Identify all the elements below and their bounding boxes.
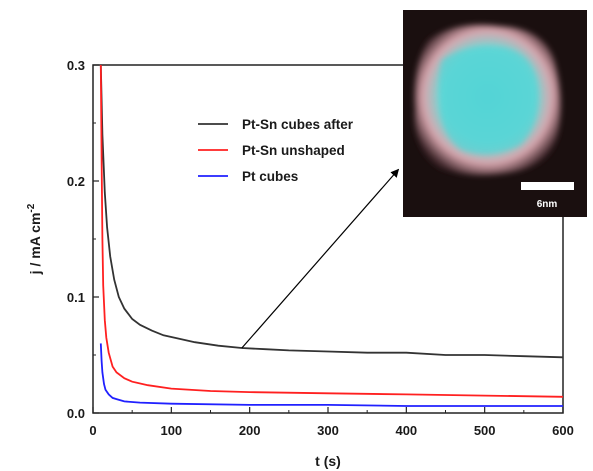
scale-bar-label: 6nm <box>537 199 558 210</box>
x-tick-label: 400 <box>395 423 417 438</box>
x-tick-label: 0 <box>89 423 96 438</box>
legend-label: Pt-Sn cubes after <box>242 117 354 132</box>
y-tick-label: 0.2 <box>67 174 85 189</box>
x-tick-label: 100 <box>160 423 182 438</box>
tick-labels: 0 100 200 300 400 500 600 0.0 0.1 0.2 0.3 <box>67 58 574 438</box>
axis-ticks <box>92 64 564 414</box>
y-tick-label: 0.0 <box>67 406 85 421</box>
legend-label: Pt-Sn unshaped <box>242 143 345 158</box>
x-tick-label: 200 <box>239 423 261 438</box>
y-tick-label: 0.3 <box>67 58 85 73</box>
legend: Pt-Sn cubes after Pt-Sn unshaped Pt cubes <box>198 117 354 184</box>
series-line-2 <box>99 65 563 398</box>
legend-label: Pt cubes <box>242 169 298 184</box>
scale-bar <box>521 182 574 190</box>
series-line-1 <box>99 65 563 359</box>
y-axis-title: j / mA cm-2 <box>26 203 43 275</box>
particle-core <box>439 46 539 154</box>
x-tick-label: 600 <box>552 423 574 438</box>
x-axis-title: t (s) <box>315 453 341 469</box>
y-tick-label: 0.1 <box>67 290 85 305</box>
x-tick-label: 300 <box>317 423 339 438</box>
x-tick-label: 500 <box>474 423 496 438</box>
series-line-3 <box>99 343 563 407</box>
series-layer <box>99 65 563 407</box>
annotation-arrow <box>241 168 400 349</box>
particle-micrograph-inset: 6nm <box>403 10 587 217</box>
